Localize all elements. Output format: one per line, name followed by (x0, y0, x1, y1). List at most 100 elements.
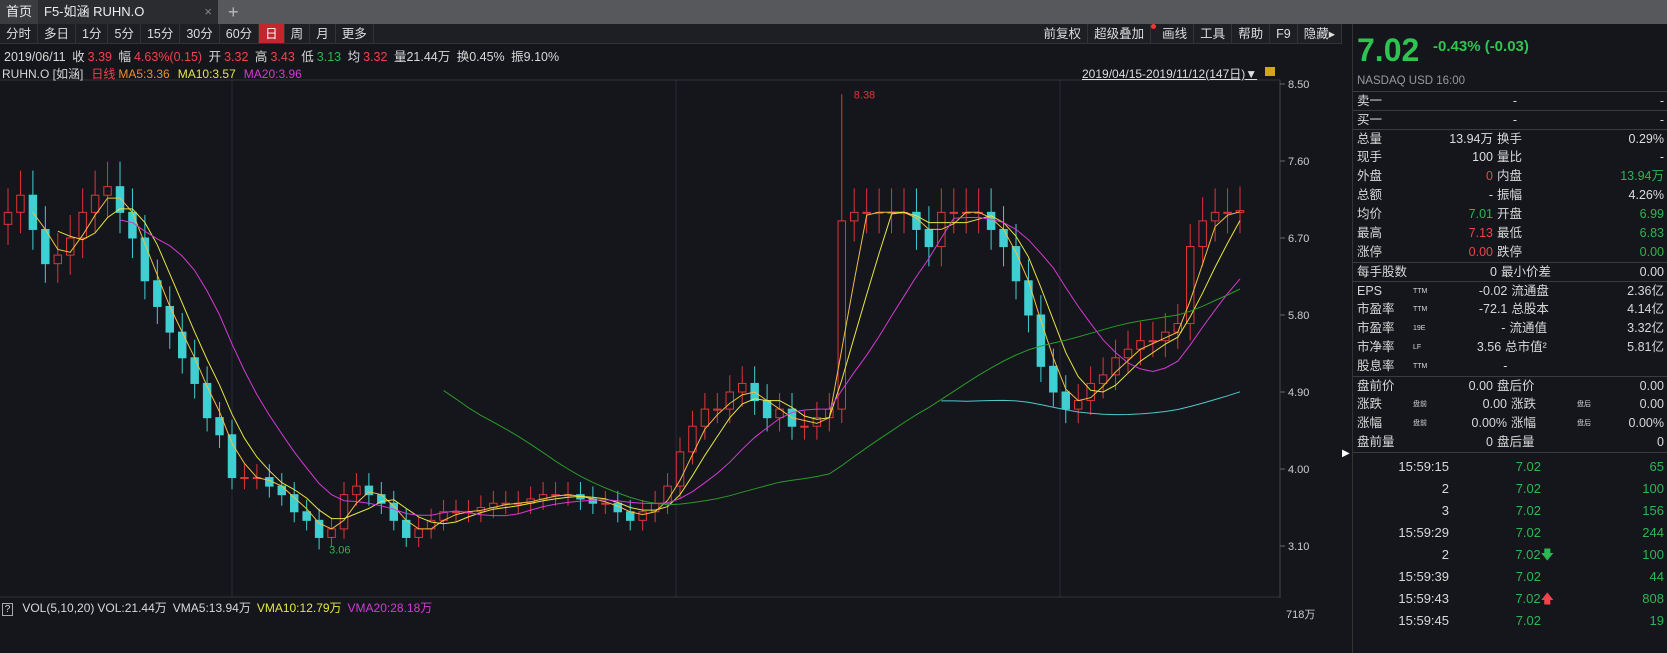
price: 7.02 (1515, 547, 1541, 562)
avg-label: 均 (347, 50, 361, 64)
vma5: VMA5:13.94万 (172, 601, 251, 615)
tick-time: 2 (1441, 547, 1449, 562)
label: 总股本 (1511, 302, 1549, 316)
value: 0.00 (1639, 265, 1664, 279)
period-tab[interactable]: 月 (310, 24, 336, 43)
candle (389, 502, 399, 521)
volume: 量21.44万 (393, 50, 451, 64)
expand-panel-icon[interactable]: ▶ (1342, 448, 1350, 459)
turnover: 换0.45% (456, 50, 505, 64)
period-toolbar: 分时 多日 1分 5分 15分 30分 60分日周月更多 前复权 超级叠加 画线 工具 帮助 F9 隐藏▸ (0, 24, 1342, 44)
label: EPS (1357, 284, 1383, 298)
candle (414, 528, 423, 538)
tick-list: 15:59:15 7.02 65 2 7.02 100 3 7.02 156 15:59:29 7.… (1353, 452, 1667, 632)
candle (1223, 211, 1232, 214)
ma10-line (57, 208, 1241, 525)
ma10-legend: MA10:3.57 (177, 67, 236, 81)
fundamental-row: 市盈率 TTM -72.1 总股本 4.14亿 (1353, 300, 1667, 319)
label-sup: 19E (1413, 325, 1426, 332)
tool-button[interactable]: 隐藏▸ (1298, 24, 1342, 43)
value: 6.99 (1639, 207, 1664, 221)
tick-volume: 100 (1642, 481, 1664, 496)
fundamental-row: 市净率 LF 3.56 总市值² 5.81亿 (1353, 338, 1667, 357)
candle (165, 305, 175, 333)
candle (215, 417, 224, 436)
period-tab[interactable]: 1分 (76, 24, 109, 43)
price: 7.02 (1515, 613, 1541, 628)
value: 0 (1486, 169, 1493, 183)
help-icon[interactable]: ? (2, 603, 13, 616)
candle (625, 511, 635, 521)
tick-time: 2 (1441, 481, 1449, 496)
tab-stock[interactable]: F5-如涵 RUHN.O × (38, 0, 219, 24)
candle (1235, 210, 1245, 213)
stat-row: 涨停 0.00 跌停 0.00 (1353, 243, 1667, 262)
price: 7.02 (1515, 503, 1541, 518)
label-sup: TTM (1413, 288, 1428, 295)
tool-button[interactable]: 工具 (1194, 24, 1233, 43)
value (1577, 357, 1664, 376)
candle (339, 494, 349, 530)
tool-button[interactable]: 帮助 (1232, 24, 1271, 43)
ma20-line (119, 217, 1241, 517)
y-tick-label: 7.60 (1288, 156, 1309, 168)
tool-button[interactable]: F9 (1270, 24, 1298, 43)
add-tab-button[interactable]: + (228, 2, 239, 22)
period-tab[interactable]: 多日 (38, 24, 77, 43)
candle (1061, 391, 1071, 410)
ma-long-line (443, 288, 1241, 506)
price: 7.02 (1515, 591, 1541, 606)
period-tab[interactable]: 日 (259, 24, 285, 43)
label: 总市值² (1505, 340, 1547, 354)
candle (1011, 246, 1021, 282)
order-book-row: 买一 - - (1353, 110, 1667, 129)
tick-price: 7.02 (1449, 566, 1554, 588)
close-icon[interactable]: × (204, 4, 213, 19)
lock-icon[interactable] (1265, 67, 1275, 76)
candle (1036, 314, 1046, 367)
period-tab[interactable]: 分时 (0, 24, 39, 43)
tool-button[interactable]: 前复权 (1038, 24, 1089, 43)
candle (401, 519, 411, 538)
tab-home[interactable]: 首页 (0, 0, 39, 24)
y-tick-label: 5.80 (1288, 310, 1309, 322)
lot-row: 每手股数 0 最小价差 0.00 (1353, 262, 1667, 281)
value: 0.00 (1468, 379, 1493, 393)
tool-button[interactable]: 画线 (1156, 24, 1195, 43)
candle (202, 382, 212, 419)
candlestick-chart[interactable]: 8.50 7.60 6.70 5.80 4.90 4.00 3.10 8.38 3.06 (0, 62, 1342, 598)
date-range-selector[interactable]: 2019/04/15-2019/11/12(147日)▼ (1082, 67, 1258, 81)
market-info: NASDAQ USD 16:00 (1357, 75, 1466, 87)
candle (725, 391, 735, 410)
candle (314, 519, 324, 538)
label: 现手 (1357, 150, 1383, 164)
candle (90, 194, 100, 213)
candle (601, 502, 610, 505)
tick-time: 3 (1441, 503, 1449, 518)
period-tab[interactable]: 5分 (108, 24, 141, 43)
candle (1073, 400, 1083, 410)
value: 7.13 (1468, 226, 1493, 240)
candle (999, 228, 1008, 248)
tab-stock-label: F5-如涵 RUHN.O (44, 4, 145, 19)
tool-button[interactable]: 超级叠加 (1088, 24, 1152, 43)
period-tab[interactable]: 15分 (141, 24, 181, 43)
period-tab[interactable]: 60分 (220, 24, 260, 43)
value: 3.32亿 (1627, 321, 1664, 335)
value: 2.36亿 (1627, 284, 1664, 298)
extended-hours-row: 涨幅 盘前 0.00% 涨幅 盘后 0.00% (1353, 414, 1667, 433)
period-tab[interactable]: 30分 (180, 24, 220, 43)
tick-time: 15:59:43 (1398, 591, 1449, 606)
period-tab[interactable]: 周 (285, 24, 311, 43)
value: 0.00 (1639, 379, 1664, 393)
ma-longest-line (941, 391, 1241, 416)
label: 涨停 (1357, 245, 1383, 259)
tick-volume: 44 (1649, 569, 1664, 584)
period-tab[interactable]: 更多 (336, 24, 374, 43)
price: 7.02 (1515, 459, 1541, 474)
stat-row: 均价 7.01 开盘 6.99 (1353, 205, 1667, 224)
candle (240, 477, 249, 480)
tick-row: 15:59:15 7.02 65 (1353, 456, 1667, 478)
label: 买一 (1357, 113, 1383, 127)
label: 盘前价 (1357, 379, 1395, 393)
